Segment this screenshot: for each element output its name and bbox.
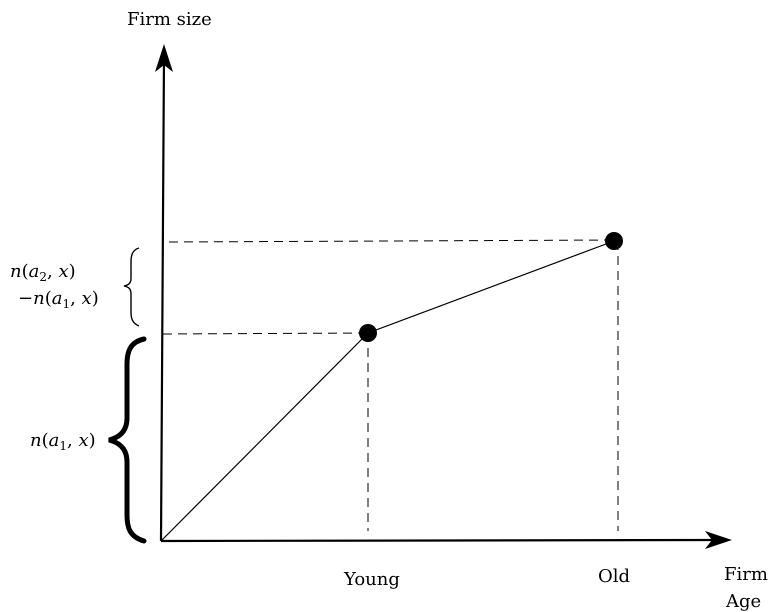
y-axis-arrowhead [155,44,173,72]
old-horizontal-guide [168,239,615,243]
y-axis-label: Firm size [127,9,212,30]
upper-brace-label-line1: n(a2, x) [10,261,76,284]
y-axis [159,54,166,542]
young-horizontal-guide [162,332,369,335]
x-axis-arrowhead [705,531,732,549]
x-axis-label-line1: Firm [724,564,768,585]
x-axis [160,538,719,543]
young-label: Young [343,569,400,590]
lower-brace [108,336,147,544]
old-point [605,232,623,250]
upper-brace [123,247,140,327]
young-point [359,324,377,342]
x-axis-label-line2: Age [725,591,761,612]
growth-segment-origin-to-young [160,332,369,542]
upper-brace-label-line2: −n(a1, x) [18,288,99,311]
old-label: Old [598,566,630,587]
growth-segment-young-to-old [367,240,615,334]
lower-brace-label: n(a1, x) [30,430,96,453]
